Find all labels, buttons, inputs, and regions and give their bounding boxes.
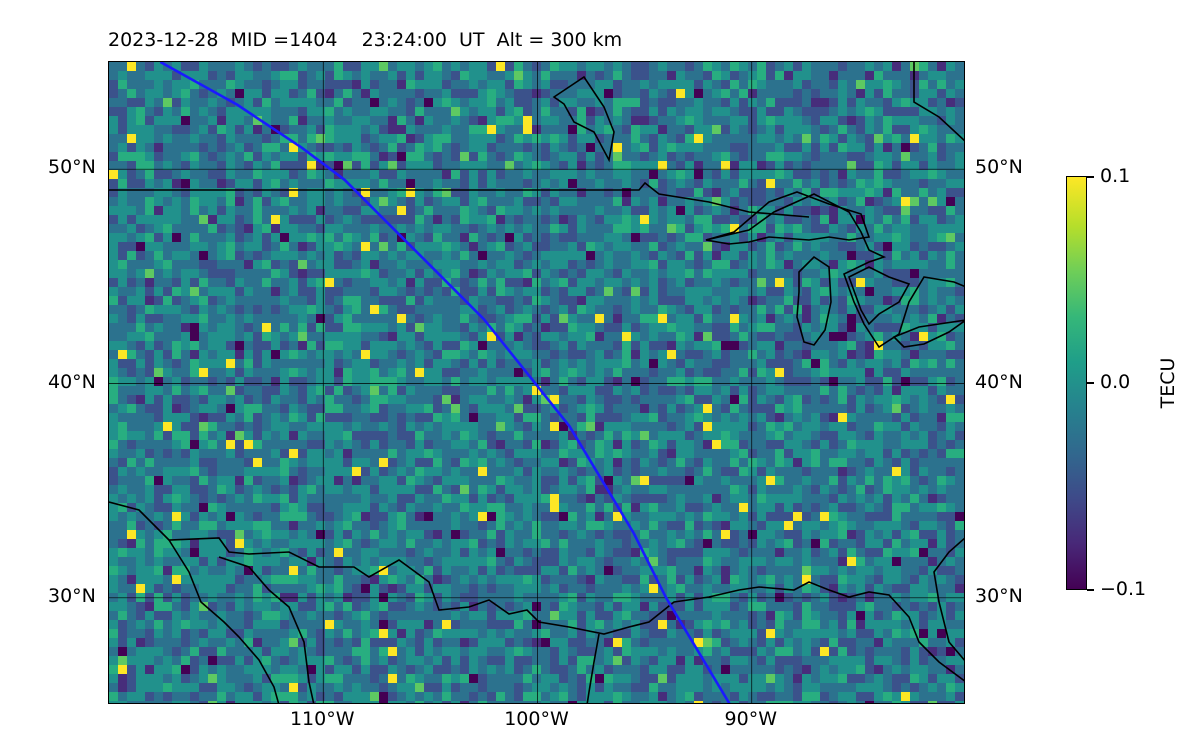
- lon-label-110w: 110°W: [289, 708, 355, 730]
- map-canvas: [109, 62, 964, 703]
- map-gridlines: [109, 62, 964, 703]
- colorbar-title: TECU: [1157, 357, 1179, 409]
- lat-label-50n-left: 50°N: [48, 156, 96, 179]
- lat-label-40n-left: 40°N: [48, 370, 96, 393]
- lon-label-90w: 90°W: [724, 708, 777, 730]
- great-lakes-outline: [705, 193, 964, 349]
- florida-east: [933, 537, 964, 661]
- lat-label-30n-left: 30°N: [48, 584, 96, 607]
- colorbar: [1066, 176, 1087, 590]
- gulf-coast: [109, 501, 964, 682]
- lake-michigan: [796, 255, 832, 346]
- tec-map: [108, 61, 965, 704]
- lake-superior: [705, 191, 871, 245]
- colorbar-tick-max: [1087, 176, 1094, 178]
- lon-label-100w: 100°W: [504, 708, 569, 730]
- northeast-coast: [913, 62, 964, 142]
- mexico-gulf-coast: [586, 633, 600, 703]
- lake-erie: [892, 319, 964, 348]
- baja-peninsula: [218, 556, 315, 703]
- island-north: [552, 75, 615, 163]
- tec-anomaly-field: [109, 62, 964, 703]
- plot-title: 2023-12-28 MID =1404 23:24:00 UT Alt = 3…: [108, 29, 623, 51]
- colorbar-tick-min: [1087, 589, 1094, 591]
- colorbar-tick-zero: [1087, 382, 1094, 384]
- coastlines: [109, 62, 964, 703]
- lat-label-40n-right: 40°N: [975, 370, 1023, 393]
- lake-huron: [848, 266, 911, 326]
- lat-label-50n-right: 50°N: [975, 156, 1023, 179]
- mexico-west-coast: [168, 539, 280, 703]
- satellite-track: [159, 62, 731, 703]
- colorbar-label-min: −0.1: [1100, 578, 1147, 600]
- us-canada-border: [109, 181, 810, 218]
- colorbar-label-zero: 0.0: [1100, 371, 1131, 393]
- lat-label-30n-right: 30°N: [975, 584, 1023, 607]
- colorbar-label-max: 0.1: [1100, 165, 1131, 187]
